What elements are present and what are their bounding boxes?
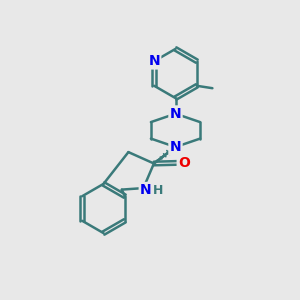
- Text: N: N: [148, 54, 160, 68]
- Text: N: N: [140, 183, 152, 197]
- Text: O: O: [178, 156, 190, 170]
- Text: H: H: [153, 184, 164, 197]
- Text: N: N: [170, 140, 181, 154]
- Text: N: N: [170, 107, 181, 121]
